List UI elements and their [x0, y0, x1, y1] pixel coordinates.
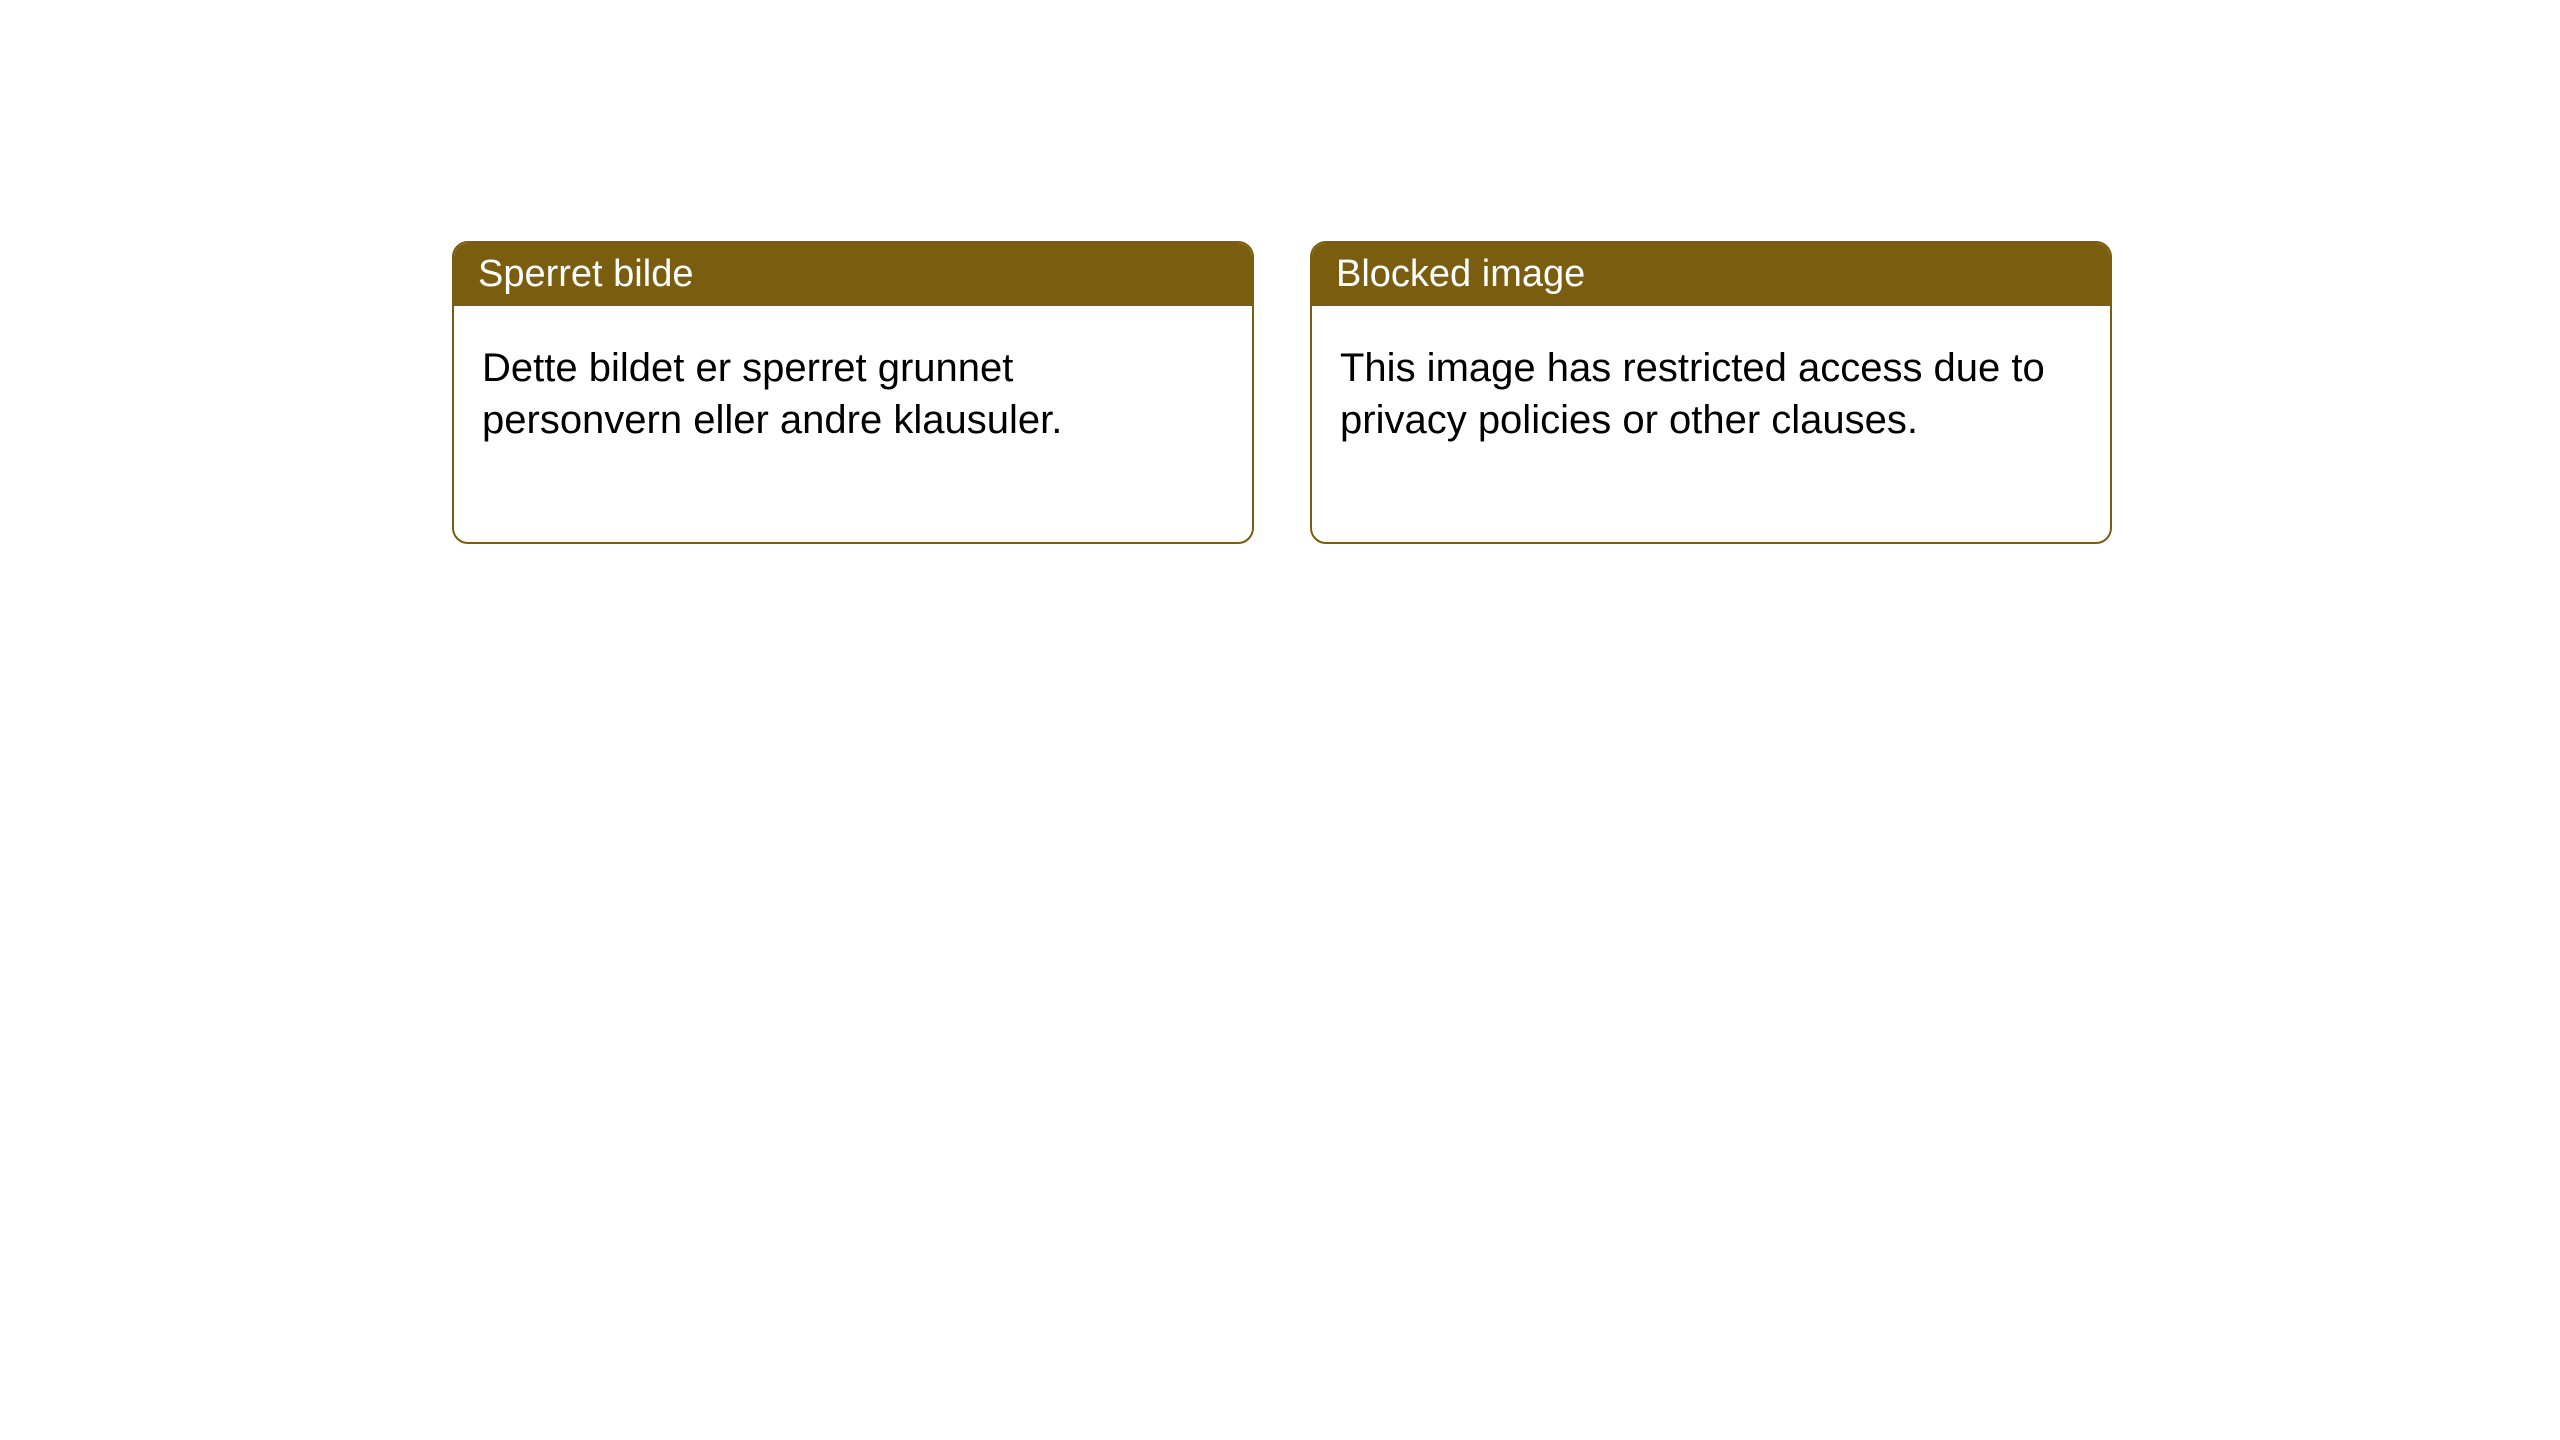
notice-header: Blocked image	[1312, 243, 2110, 306]
notice-header: Sperret bilde	[454, 243, 1252, 306]
notice-body: This image has restricted access due to …	[1312, 306, 2110, 542]
notice-title: Sperret bilde	[478, 253, 693, 295]
notice-text: This image has restricted access due to …	[1340, 346, 2045, 442]
notice-title: Blocked image	[1336, 253, 1585, 295]
notice-text: Dette bildet er sperret grunnet personve…	[482, 346, 1062, 442]
notice-container: Sperret bilde Dette bildet er sperret gr…	[0, 0, 2560, 544]
notice-body: Dette bildet er sperret grunnet personve…	[454, 306, 1252, 542]
notice-box-english: Blocked image This image has restricted …	[1310, 241, 2112, 544]
notice-box-norwegian: Sperret bilde Dette bildet er sperret gr…	[452, 241, 1254, 544]
